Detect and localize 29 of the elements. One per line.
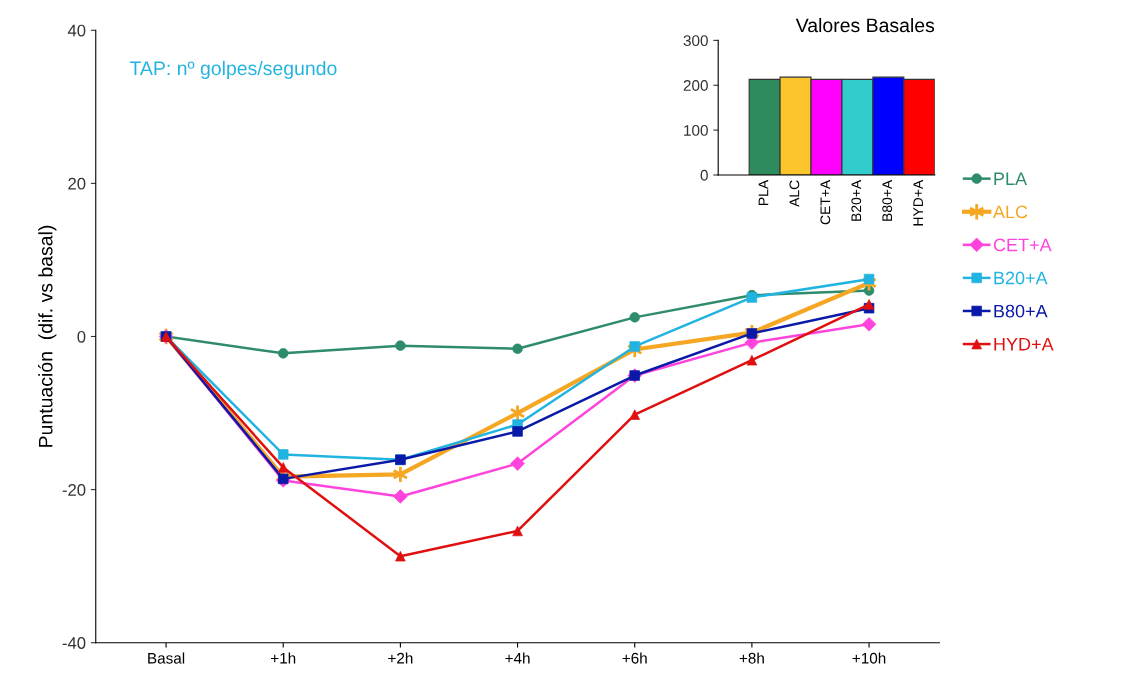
legend-label: HYD+A — [994, 337, 1054, 351]
y-tick-label: 20 — [68, 177, 86, 190]
x-tick-label: +6h — [622, 652, 647, 664]
annotation: TAP: nº golpes/segundo — [129, 60, 337, 80]
x-tick-label: +1h — [271, 652, 296, 664]
y-tick-label: 40 — [67, 24, 86, 37]
y-tick-label: -20 — [62, 484, 86, 496]
x-tick-label: PLA — [758, 179, 769, 205]
y-tick-label: 100 — [684, 124, 708, 136]
x-tick-label: Basal — [148, 652, 185, 664]
legend-label: B80+A — [994, 304, 1048, 318]
x-tick-label: B20+A — [851, 179, 862, 221]
x-tick-label: +2h — [388, 652, 413, 664]
x-tick-label: B80+A — [882, 179, 893, 221]
x-tick-label: +8h — [739, 652, 764, 664]
y-tick-label: 0 — [77, 330, 86, 343]
x-tick-label: +10h — [852, 652, 886, 664]
x-tick-label: +4h — [505, 652, 530, 664]
y-tick-label: 0 — [700, 169, 708, 181]
legend-label: CET+A — [993, 238, 1052, 252]
x-tick-label: HYD+A — [913, 179, 923, 226]
legend-label: B20+A — [994, 271, 1048, 285]
y-axis-title: Puntuación (dif. vs basal) — [38, 225, 57, 447]
x-tick-label: ALC — [789, 180, 800, 207]
y-tick-label: 300 — [683, 35, 708, 47]
chart-title: Valores Basales — [795, 17, 935, 33]
y-tick-label: -40 — [62, 637, 86, 649]
x-tick-label: CET+A — [820, 179, 831, 225]
y-tick-label: 200 — [683, 80, 708, 91]
